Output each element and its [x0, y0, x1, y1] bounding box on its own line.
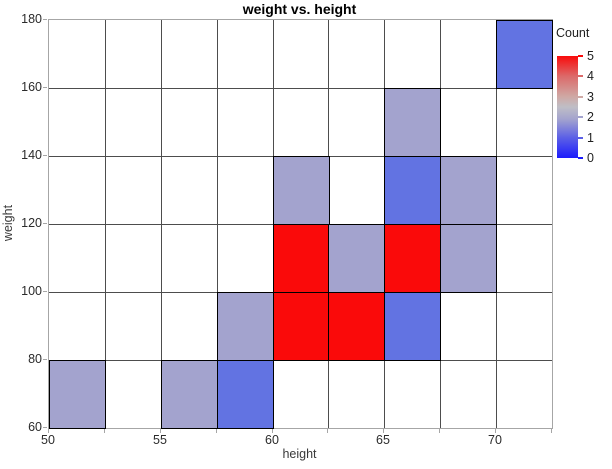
y-tick-label: 60 — [28, 420, 42, 434]
legend-tick-label: 4 — [587, 69, 594, 83]
heatmap-cell — [384, 156, 441, 225]
heatmap-cell — [217, 360, 274, 429]
y-tick-mark — [43, 359, 47, 360]
x-tick-label: 65 — [376, 433, 390, 447]
x-tick-mark — [495, 429, 496, 433]
heatmap-cell — [273, 292, 330, 361]
legend-tick-label: 1 — [587, 131, 594, 145]
x-tick-label: 70 — [488, 433, 502, 447]
legend-tick-mark — [578, 75, 583, 77]
heatmap-cell — [384, 88, 441, 157]
x-tick-mark — [439, 429, 440, 433]
heatmap-cell — [273, 224, 330, 293]
plot-area — [48, 19, 553, 429]
x-tick-mark — [272, 429, 273, 433]
legend-tick-label: 2 — [587, 110, 594, 124]
y-tick-mark — [43, 19, 47, 20]
y-tick-mark — [43, 291, 47, 292]
heatmap-cell — [328, 224, 385, 293]
heatmap-cell — [384, 292, 441, 361]
legend-tick-mark — [578, 137, 583, 139]
x-tick-label: 55 — [153, 433, 167, 447]
heatmap-cell — [496, 20, 553, 89]
x-tick-mark — [551, 429, 552, 433]
x-axis-label: height — [282, 447, 317, 461]
gridline-horizontal — [49, 88, 552, 89]
x-tick-mark — [383, 429, 384, 433]
x-tick-mark — [48, 429, 49, 433]
legend-title: Count — [556, 26, 590, 40]
y-tick-label: 160 — [21, 80, 42, 94]
y-tick-mark — [43, 427, 47, 428]
legend-tick-label: 5 — [587, 49, 594, 63]
heatmap-cell — [328, 292, 385, 361]
heatmap-cell — [161, 360, 218, 429]
legend-tick-label: 3 — [587, 90, 594, 104]
legend-colorbar — [557, 56, 578, 158]
x-tick-label: 50 — [41, 433, 55, 447]
x-tick-label: 60 — [265, 433, 279, 447]
y-axis-label: weight — [1, 204, 15, 242]
heatmap-cell — [217, 292, 274, 361]
legend-tick-mark — [578, 55, 583, 57]
y-tick-label: 120 — [21, 216, 42, 230]
y-tick-label: 100 — [21, 284, 42, 298]
y-tick-mark — [43, 155, 47, 156]
heatmap-cell — [49, 360, 106, 429]
heatmap-cell — [440, 224, 497, 293]
x-tick-mark — [160, 429, 161, 433]
legend-tick-mark — [578, 116, 583, 118]
y-tick-label: 180 — [21, 12, 42, 26]
x-tick-mark — [327, 429, 328, 433]
legend-tick-mark — [578, 157, 583, 159]
heatmap-cell — [273, 156, 330, 225]
x-tick-mark — [216, 429, 217, 433]
heatmap-cell — [384, 224, 441, 293]
y-tick-mark — [43, 87, 47, 88]
y-tick-mark — [43, 223, 47, 224]
chart-title: weight vs. height — [242, 1, 357, 17]
y-tick-label: 140 — [21, 148, 42, 162]
x-tick-mark — [104, 429, 105, 433]
legend-tick-mark — [578, 96, 583, 98]
heatmap-cell — [440, 156, 497, 225]
legend-tick-label: 0 — [587, 151, 594, 165]
y-tick-label: 80 — [28, 352, 42, 366]
